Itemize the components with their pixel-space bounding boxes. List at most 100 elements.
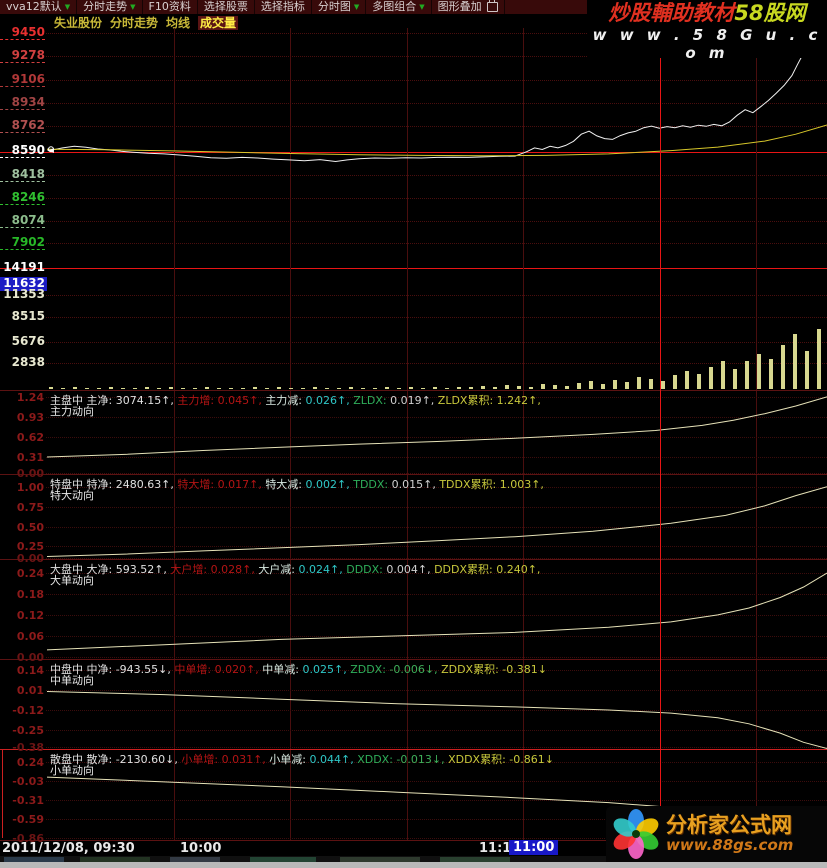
volume-bar <box>205 387 209 389</box>
chart-title: 失业股份 分时走势 均线 成交量 <box>54 14 246 31</box>
panel-readout: 特大增: 0.017↑, <box>177 478 266 491</box>
timeline: 2011/12/08, 09:30 10:00 11:1 11:00 <box>0 840 827 856</box>
indicator-pane-dd[interactable] <box>47 559 827 659</box>
panel-readout: 大户减: <box>258 563 299 576</box>
panel-readout: ZLDX累积: 1.242↑, <box>437 394 541 407</box>
panel-gridline <box>46 507 827 508</box>
panel-readout: 特盘中 特净: 2480.63↑, <box>50 478 178 491</box>
volume-bar <box>373 388 377 389</box>
panel-readout: 0.024↑, <box>298 563 347 576</box>
panel-name-xd: 小单动向 <box>50 764 94 777</box>
panel-gridline <box>46 781 827 782</box>
panel-boundary <box>0 749 827 750</box>
panel-boundary <box>0 474 827 475</box>
volume-bar <box>745 361 749 389</box>
volume-bar <box>337 388 341 389</box>
price-axis-label: 8246 <box>0 191 45 205</box>
panel-axis-label: -0.59 <box>12 813 44 826</box>
menu-item-7[interactable]: 多图组合 ▼ <box>366 0 432 14</box>
volume-bar <box>469 387 473 389</box>
volume-bar <box>493 387 497 389</box>
price-axis-label: 9450 <box>0 26 45 40</box>
panel-axis-label: -0.03 <box>12 775 44 788</box>
taskbar-item[interactable] <box>170 857 220 862</box>
panel-axis-label: 0.62 <box>16 431 44 444</box>
menu-item-2[interactable]: 分时走势 ▼ <box>77 0 143 14</box>
grid-hline <box>46 295 827 296</box>
taskbar-item[interactable] <box>80 857 150 862</box>
volume-axis-label: 14191 <box>3 260 45 274</box>
panel-readout: 大盘中 大净: 593.52↑, <box>50 563 171 576</box>
lock-icon[interactable] <box>486 0 498 12</box>
grid-hline <box>46 317 827 318</box>
panel-readout: ZDDX: <box>350 663 390 676</box>
volume-bar <box>133 388 137 389</box>
panel-readout: DDDX: <box>346 563 387 576</box>
panel-axis-label: 0.31 <box>16 451 44 464</box>
indicator-pane-zl[interactable] <box>47 390 827 474</box>
menu-item-5[interactable]: 选择指标 <box>255 0 312 14</box>
taskbar-item[interactable] <box>340 857 420 862</box>
cursor-time-badge: 11:00 <box>509 840 559 855</box>
volume-bar <box>97 388 101 389</box>
panel-gridline <box>46 690 827 691</box>
menu-item-3[interactable]: F10资料 <box>143 0 198 14</box>
volume-bar <box>253 387 257 389</box>
panel-boundary <box>0 840 827 841</box>
indicator-pane-td[interactable] <box>47 474 827 559</box>
panel-readout: 小单减: <box>269 753 310 766</box>
volume-bar <box>457 387 461 389</box>
taskbar-item[interactable] <box>250 857 316 862</box>
menu-item-6[interactable]: 分时图 ▼ <box>312 0 367 14</box>
taskbar-item[interactable] <box>440 857 510 862</box>
panel-axis-label: 0.12 <box>16 609 44 622</box>
panel-gridline <box>46 437 827 438</box>
volume-bar <box>385 387 389 389</box>
volume-bar <box>433 387 437 389</box>
taskbar-item[interactable] <box>4 857 64 862</box>
panel-header-td: 特盘中 特净: 2480.63↑, 特大增: 0.017↑, 特大减: 0.00… <box>50 476 544 492</box>
volume-pane[interactable] <box>47 262 827 389</box>
grid-hline <box>46 342 827 343</box>
panel-readout: ZDDX累积: -0.381↓ <box>441 663 547 676</box>
panel-name-zl: 主力动向 <box>50 405 94 418</box>
indicator-pane-zd[interactable] <box>47 659 827 749</box>
dropdown-arrow-icon: ▼ <box>64 3 71 11</box>
dropdown-arrow-icon: ▼ <box>130 3 136 11</box>
dropdown-arrow-icon: ▼ <box>419 3 425 11</box>
menu-item-1[interactable]: vva12默认 ▼ <box>0 0 78 14</box>
panel-axis-label: 0.93 <box>16 411 44 424</box>
panel-boundary <box>0 659 827 660</box>
volume-bar <box>553 385 557 389</box>
panel-name-td: 特大动向 <box>50 489 94 502</box>
grid-hline <box>46 56 827 57</box>
time-label-11: 11:1 <box>479 841 512 856</box>
panel-axis-label: 0.14 <box>16 664 44 677</box>
volume-bar <box>613 380 617 389</box>
panel-readout: ZLDX: <box>353 394 391 407</box>
menu-item-label: vva12默认 <box>6 0 62 13</box>
panel-readout: 0.044↑, <box>309 753 358 766</box>
volume-bar <box>229 388 233 389</box>
panel-readout: 主盘中 主净: 3074.15↑, <box>50 394 178 407</box>
grid-hline <box>46 33 827 34</box>
cursor-volume-badge <box>0 277 47 291</box>
volume-bar <box>61 388 65 389</box>
volume-bar <box>349 387 353 389</box>
volume-bar <box>325 388 329 389</box>
volume-bar <box>85 388 89 389</box>
grid-hline <box>46 80 827 81</box>
menu-item-8[interactable]: 图形叠加 <box>432 0 505 14</box>
volume-bar <box>109 387 113 389</box>
panel-readout: 中盘中 中净: -943.55↓, <box>50 663 175 676</box>
grid-vline <box>174 28 175 840</box>
volume-bar <box>769 359 773 389</box>
menu-item-4[interactable]: 选择股票 <box>198 0 255 14</box>
panel-axis-label: 0.24 <box>16 567 44 580</box>
panel-name-dd: 大单动向 <box>50 574 94 587</box>
price-pane[interactable] <box>47 28 827 260</box>
panel-gridline <box>46 838 827 839</box>
grid-vline <box>290 28 291 840</box>
flower-logo-icon <box>613 809 659 859</box>
panel-boundary <box>0 390 827 391</box>
